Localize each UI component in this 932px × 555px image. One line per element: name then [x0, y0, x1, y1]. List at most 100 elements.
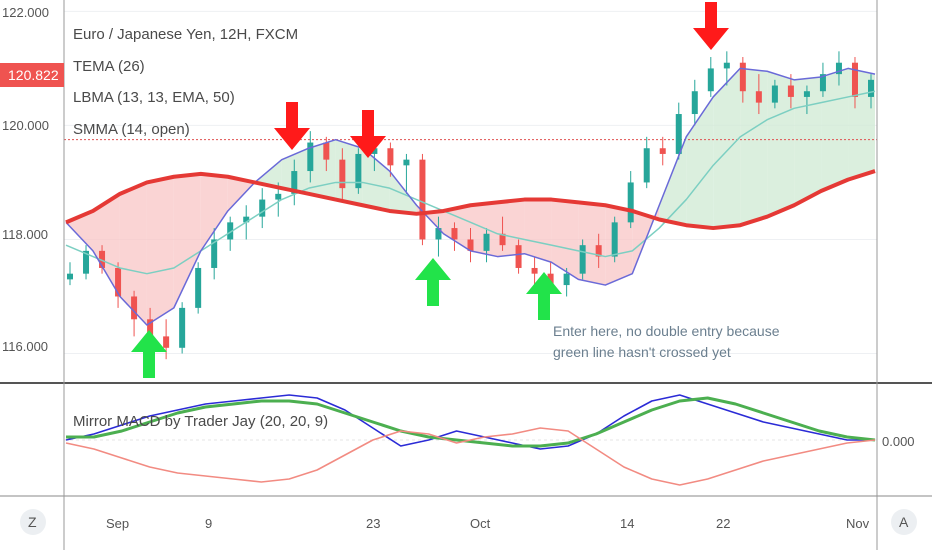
candle-body	[355, 153, 362, 189]
candle-body	[547, 273, 554, 286]
annotation-line-1: Enter here, no double entry because	[553, 323, 780, 339]
candle-body	[691, 91, 698, 115]
macd-indicator-label[interactable]: Mirror MACD by Trader Jay (20, 20, 9)	[73, 413, 328, 430]
candle-body	[707, 68, 714, 92]
ma-fill-segment	[551, 199, 579, 280]
down-arrow-icon	[693, 2, 729, 50]
candle-body	[835, 62, 842, 75]
ma-fill-segment	[794, 76, 822, 206]
candle-body	[195, 267, 202, 308]
ma-fill-segment	[92, 193, 120, 297]
candle-body	[595, 245, 602, 257]
ma-fill-segment	[767, 71, 795, 217]
ma-fill-segment	[524, 199, 552, 263]
candle-body	[323, 142, 330, 160]
candle-body	[275, 193, 282, 200]
candle-body	[387, 148, 394, 166]
candle-body	[803, 91, 810, 97]
ma-fill-segment	[119, 182, 147, 325]
signal-line	[66, 396, 876, 448]
down-arrow-icon	[350, 110, 386, 158]
chart-title: Euro / Japanese Yen, 12H, FXCM	[73, 26, 298, 43]
ma-fill-segment	[470, 202, 498, 257]
candle-body	[515, 245, 522, 268]
date-axis-label: 22	[716, 516, 730, 531]
date-axis-label: 9	[205, 516, 212, 531]
zoom-button[interactable]: Z	[20, 509, 46, 535]
candle-body	[259, 199, 266, 217]
date-axis-label: 14	[620, 516, 634, 531]
legend-tema[interactable]: TEMA (26)	[73, 58, 145, 75]
ma-fill-segment	[659, 136, 687, 226]
ma-fill-segment	[227, 176, 255, 211]
price-axis-label: 118.000	[2, 227, 48, 242]
candle-body	[659, 148, 666, 154]
date-axis-label: Nov	[846, 516, 870, 531]
candle-body	[451, 228, 458, 240]
current-price-tag: 120.822	[0, 63, 64, 87]
annotation-line-2: green line hasn't crossed yet	[553, 344, 731, 360]
candle-body	[643, 148, 650, 183]
candle-body	[723, 62, 730, 69]
ma-fill-segment	[146, 176, 174, 325]
candle-body	[339, 159, 346, 189]
candle-body	[483, 233, 490, 251]
candle-body	[179, 307, 186, 348]
date-axis-label: Sep	[106, 516, 129, 531]
ma-fill-segment	[740, 68, 768, 226]
ma-fill-segment	[200, 173, 228, 251]
ma-fill-segment	[254, 159, 282, 189]
price-axis-label: 120.000	[2, 118, 49, 133]
candle-body	[627, 182, 634, 223]
auto-scale-button[interactable]: A	[891, 509, 917, 535]
candle-body	[675, 114, 682, 154]
date-axis-label: 23	[366, 516, 380, 531]
candle-body	[243, 216, 250, 223]
zoom-button-label: Z	[28, 514, 37, 530]
ma-fill-segment	[362, 148, 390, 211]
candle-body	[211, 239, 218, 268]
candles	[67, 51, 874, 360]
candle-body	[499, 233, 506, 246]
candle-body	[83, 250, 90, 274]
candle-body	[67, 273, 73, 280]
candle-body	[307, 142, 314, 172]
up-arrow-icon	[415, 258, 451, 306]
candle-body	[579, 245, 586, 274]
candle-body	[147, 319, 154, 337]
candle-body	[755, 91, 762, 103]
candle-body	[563, 273, 570, 286]
candle-body	[771, 85, 778, 103]
candle-body	[131, 296, 138, 320]
ma-fill-segment	[686, 96, 714, 229]
candle-body	[787, 85, 794, 97]
candle-body	[227, 222, 234, 240]
candle-body	[419, 159, 426, 240]
auto-scale-button-label: A	[899, 514, 909, 530]
candle-body	[531, 267, 538, 274]
legend-smma[interactable]: SMMA (14, open)	[73, 121, 190, 138]
candle-body	[403, 159, 410, 166]
candle-body	[739, 62, 746, 92]
candle-body	[611, 222, 618, 257]
candle-body	[163, 336, 170, 348]
price-axis-label: 116.000	[2, 339, 48, 354]
price-axis-label: 122.000	[2, 5, 49, 20]
ma-fill-segment	[713, 68, 741, 229]
ma-fill-segment	[389, 171, 417, 214]
legend-lbma[interactable]: LBMA (13, 13, EMA, 50)	[73, 89, 235, 106]
indicator-lines	[65, 67, 876, 326]
candle-body	[99, 250, 106, 268]
candle-body	[291, 171, 298, 194]
current-price-value: 120.822	[8, 67, 59, 83]
mirror-line	[65, 427, 876, 486]
candle-body	[851, 62, 858, 97]
candle-body	[115, 267, 122, 297]
down-arrow-icon	[274, 102, 310, 150]
date-axis-label: Oct	[470, 516, 491, 531]
candle-body	[868, 79, 874, 97]
candle-body	[371, 148, 378, 154]
macd-pane	[64, 394, 877, 486]
